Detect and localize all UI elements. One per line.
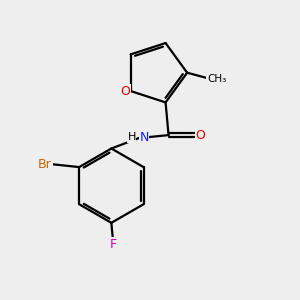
Text: Br: Br xyxy=(38,158,52,171)
Text: CH₃: CH₃ xyxy=(207,74,226,84)
Text: N: N xyxy=(140,131,149,144)
Text: O: O xyxy=(120,85,130,98)
Text: H: H xyxy=(128,133,136,142)
Text: O: O xyxy=(196,129,206,142)
Text: F: F xyxy=(109,238,116,251)
